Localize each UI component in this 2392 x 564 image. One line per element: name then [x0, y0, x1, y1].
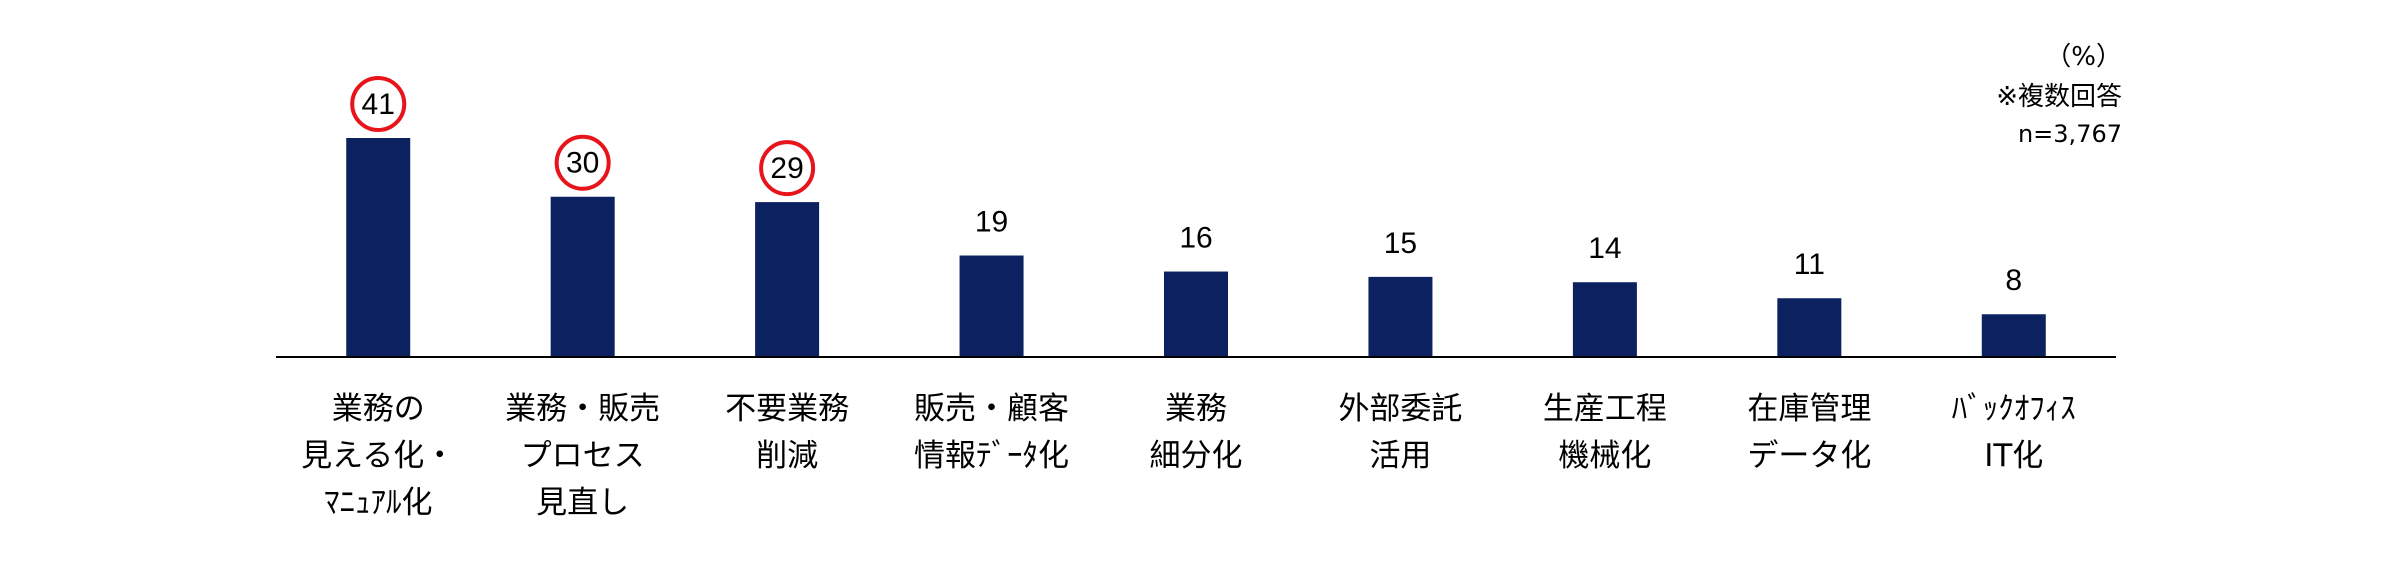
value-label: 41 [362, 88, 395, 121]
value-label: 11 [1794, 248, 1825, 281]
category-label: 在庫管理 データ化 [1747, 391, 1872, 474]
category-label: 外部委託 活用 [1338, 391, 1463, 474]
value-label: 30 [566, 147, 599, 180]
value-label: 14 [1588, 232, 1621, 265]
bar [1777, 298, 1842, 357]
bar [346, 138, 411, 357]
category-label: 業務・販売 プロセス 見直し [505, 391, 661, 521]
category-label: 不要業務 削減 [725, 391, 850, 474]
note: ※複数回答 [1996, 82, 2122, 112]
bar [959, 255, 1024, 357]
sample-size: n=3,767 [2017, 120, 2122, 148]
category-label: ﾊﾞｯｸｵﾌｨｽ IT化 [1951, 391, 2076, 474]
value-label: 29 [770, 152, 803, 185]
bar [1981, 314, 2046, 357]
value-label: 19 [975, 205, 1008, 238]
value-label: 15 [1384, 227, 1417, 260]
highlight-circle [350, 76, 407, 132]
category-label: 生産工程 機械化 [1542, 391, 1667, 474]
category-label: 業務 細分化 [1149, 391, 1243, 474]
highlight-circle [554, 134, 611, 191]
bar [1572, 282, 1637, 357]
value-label: 8 [2005, 264, 2022, 297]
bar [550, 196, 615, 357]
unit-label: （%） [2045, 42, 2122, 72]
bar [1164, 271, 1228, 357]
category-label: 業務の 見える化・ ﾏﾆｭｱﾙ化 [301, 391, 456, 521]
bar [755, 202, 820, 357]
highlight-circle [759, 140, 816, 197]
bar [1368, 276, 1433, 357]
value-label: 16 [1179, 221, 1212, 254]
category-label: 販売・顧客 情報ﾃﾞｰﾀ化 [914, 391, 1070, 474]
